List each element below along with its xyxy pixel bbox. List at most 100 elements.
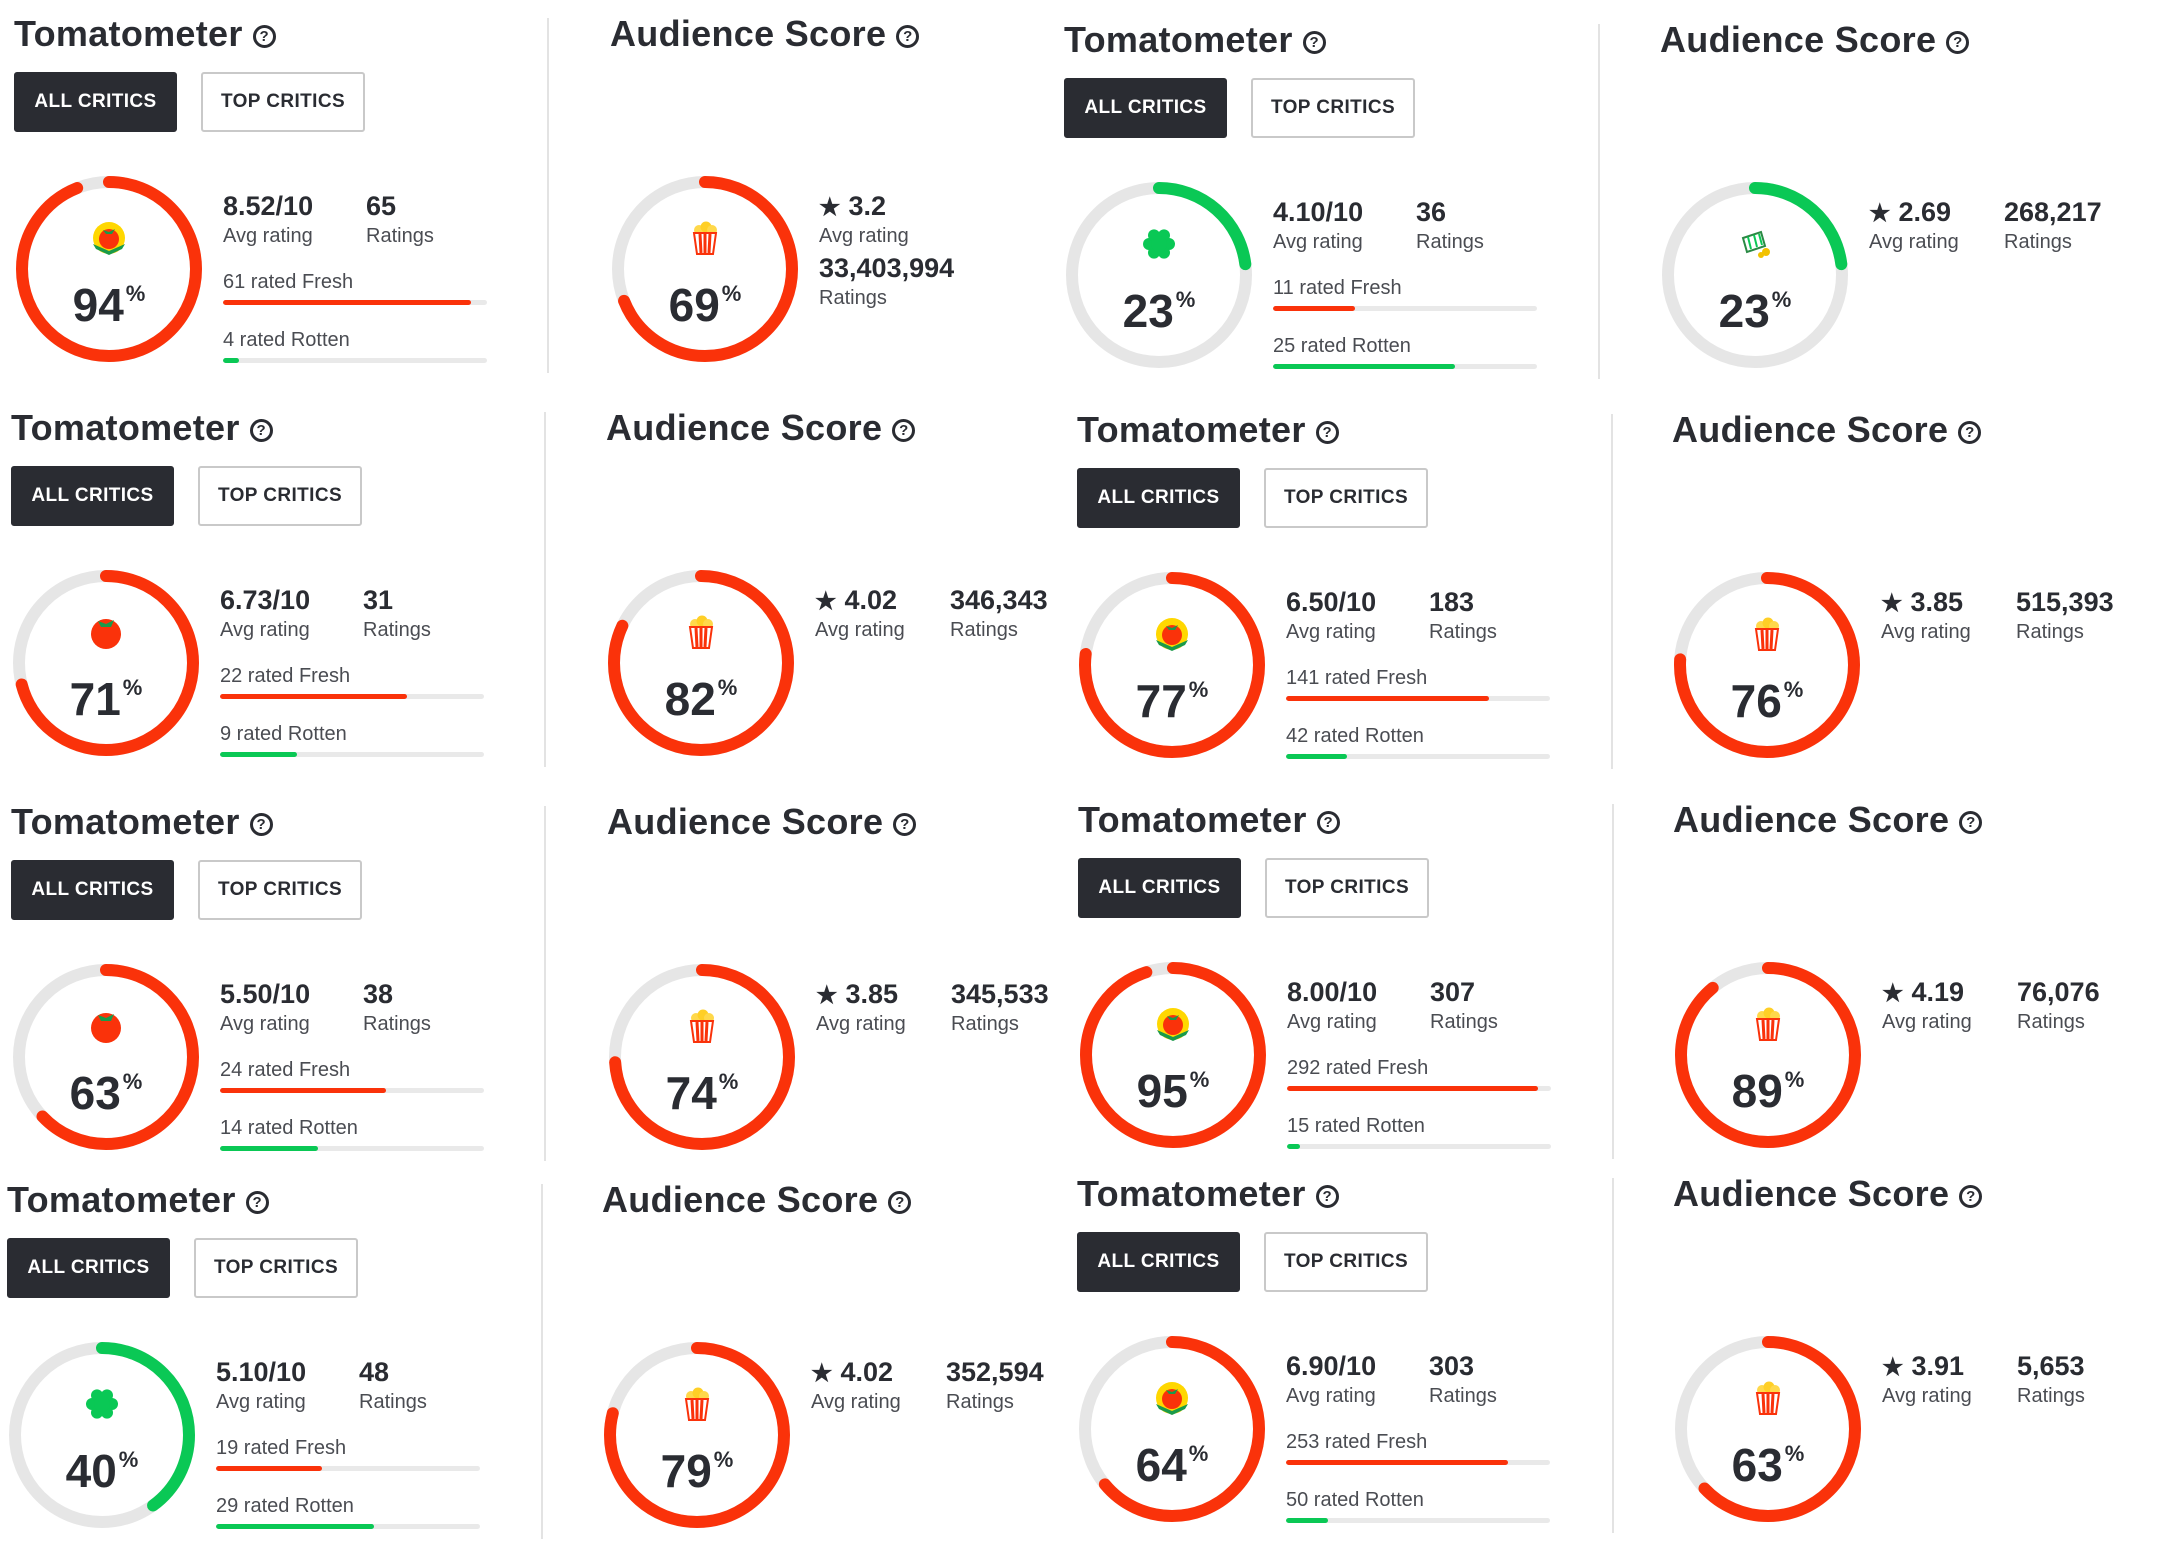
top-critics-button[interactable]: TOP CRITICS: [198, 860, 362, 920]
avg-rating-label: Avg rating: [819, 225, 909, 247]
panel-title: Audience Score?: [1673, 1172, 1983, 1216]
help-icon[interactable]: ?: [1958, 421, 1982, 444]
help-icon[interactable]: ?: [1946, 31, 1970, 54]
fresh-bar: [216, 1466, 480, 1471]
avg-rating-label: Avg rating: [815, 619, 905, 641]
fresh-count-label: 22 rated Fresh: [220, 665, 351, 687]
top-critics-button[interactable]: TOP CRITICS: [1251, 78, 1415, 138]
score-value: 76: [1730, 675, 1782, 727]
help-icon[interactable]: ?: [1315, 1185, 1339, 1208]
ring-score-arc: [1674, 572, 1860, 758]
all-critics-button[interactable]: ALL CRITICS: [1064, 78, 1227, 138]
fresh-count-label: 292 rated Fresh: [1287, 1057, 1429, 1079]
fresh-count-label: 19 rated Fresh: [216, 1437, 347, 1459]
panel-title: Audience Score?: [1660, 18, 1970, 62]
ratings-count-label: Ratings: [951, 1013, 1019, 1035]
top-critics-button[interactable]: TOP CRITICS: [1264, 468, 1428, 528]
rotten-bar-fill: [220, 1146, 318, 1151]
score-ring: 23%: [1064, 180, 1254, 370]
all-critics-button[interactable]: ALL CRITICS: [1077, 468, 1240, 528]
ratings-count: 33,403,994: [819, 253, 955, 283]
top-critics-button[interactable]: TOP CRITICS: [1264, 1232, 1428, 1292]
score-value: 40: [65, 1445, 117, 1497]
ratings-count-label: Ratings: [2016, 621, 2084, 643]
rotten-bar-fill: [1287, 1144, 1301, 1149]
ring-score-arc: [604, 1342, 790, 1528]
score-ring: 40%: [7, 1340, 197, 1530]
column-divider: [1598, 24, 1600, 379]
panel-title-text: Tomatometer: [1078, 799, 1307, 840]
ring-score-arc: [612, 176, 798, 362]
help-icon[interactable]: ?: [245, 1191, 269, 1214]
avg-rating-label: Avg rating: [1882, 1385, 1972, 1407]
score-value: 64: [1135, 1439, 1187, 1491]
fresh-bar: [1286, 1460, 1550, 1465]
avg-rating-value: 6.90/10: [1286, 1351, 1377, 1381]
help-icon[interactable]: ?: [1302, 31, 1326, 54]
all-critics-button[interactable]: ALL CRITICS: [11, 466, 174, 526]
fresh-bar: [220, 694, 484, 699]
panel-title-text: Audience Score: [1673, 1173, 1950, 1214]
score-ring: 95%: [1078, 960, 1268, 1150]
percent-symbol: %: [1188, 1441, 1209, 1466]
help-icon[interactable]: ?: [249, 813, 273, 836]
column-divider: [544, 806, 546, 1161]
help-icon[interactable]: ?: [888, 1191, 912, 1214]
panel-title: Audience Score?: [607, 800, 917, 844]
help-icon[interactable]: ?: [1959, 1185, 1983, 1208]
avg-rating-label: Avg rating: [216, 1391, 306, 1413]
help-icon[interactable]: ?: [1316, 811, 1340, 834]
score-ring: 63%: [11, 962, 201, 1152]
ratings-count: 31: [363, 585, 394, 615]
rotten-bar-fill: [1286, 754, 1347, 759]
rotten-count-label: 15 rated Rotten: [1287, 1115, 1425, 1137]
help-icon[interactable]: ?: [892, 419, 916, 442]
score-percent: 40%: [7, 1434, 197, 1497]
popcorn-icon: [677, 1384, 717, 1424]
popcorn-icon: [1748, 1004, 1788, 1044]
percent-symbol: %: [118, 1447, 139, 1472]
top-critics-button[interactable]: TOP CRITICS: [194, 1238, 358, 1298]
help-icon[interactable]: ?: [1315, 421, 1339, 444]
all-critics-button[interactable]: ALL CRITICS: [7, 1238, 170, 1298]
percent-symbol: %: [1784, 1441, 1805, 1466]
fresh-bar: [1286, 696, 1550, 701]
help-icon[interactable]: ?: [893, 813, 917, 836]
help-icon[interactable]: ?: [896, 25, 920, 48]
rotten-count-label: 25 rated Rotten: [1273, 335, 1411, 357]
help-icon[interactable]: ?: [249, 419, 273, 442]
all-critics-button[interactable]: ALL CRITICS: [11, 860, 174, 920]
help-icon[interactable]: ?: [252, 25, 276, 48]
top-critics-button[interactable]: TOP CRITICS: [201, 72, 365, 132]
audience-avg-rating: ★ 3.91: [1882, 1350, 1964, 1384]
score-value: 69: [668, 279, 720, 331]
all-critics-button[interactable]: ALL CRITICS: [1077, 1232, 1240, 1292]
audience-avg-value: 3.85: [845, 979, 899, 1009]
star-icon: ★: [815, 588, 837, 615]
rotten-count-label: 29 rated Rotten: [216, 1495, 354, 1517]
help-icon[interactable]: ?: [1959, 811, 1983, 834]
star-icon: ★: [1881, 590, 1903, 617]
ratings-count-label: Ratings: [2004, 231, 2072, 253]
panel-title-text: Audience Score: [602, 1179, 879, 1220]
column-divider: [544, 412, 546, 767]
top-critics-button[interactable]: TOP CRITICS: [198, 466, 362, 526]
score-value: 74: [665, 1067, 717, 1119]
score-value: 77: [1135, 675, 1187, 727]
popcorn-icon: [1747, 614, 1787, 654]
ring-score-arc: [16, 176, 202, 362]
ring-score-arc: [1675, 1336, 1861, 1522]
score-ring: 82%: [606, 568, 796, 758]
avg-rating-label: Avg rating: [1287, 1011, 1377, 1033]
avg-rating-label: Avg rating: [220, 619, 310, 641]
percent-symbol: %: [1784, 1067, 1805, 1092]
percent-symbol: %: [717, 675, 738, 700]
score-ring: 64%: [1077, 1334, 1267, 1524]
score-ring: 69%: [610, 174, 800, 364]
popcorn-icon: [682, 1006, 722, 1046]
rotten-count-label: 14 rated Rotten: [220, 1117, 358, 1139]
all-critics-button[interactable]: ALL CRITICS: [14, 72, 177, 132]
avg-rating-value: 6.50/10: [1286, 587, 1377, 617]
all-critics-button[interactable]: ALL CRITICS: [1078, 858, 1241, 918]
top-critics-button[interactable]: TOP CRITICS: [1265, 858, 1429, 918]
